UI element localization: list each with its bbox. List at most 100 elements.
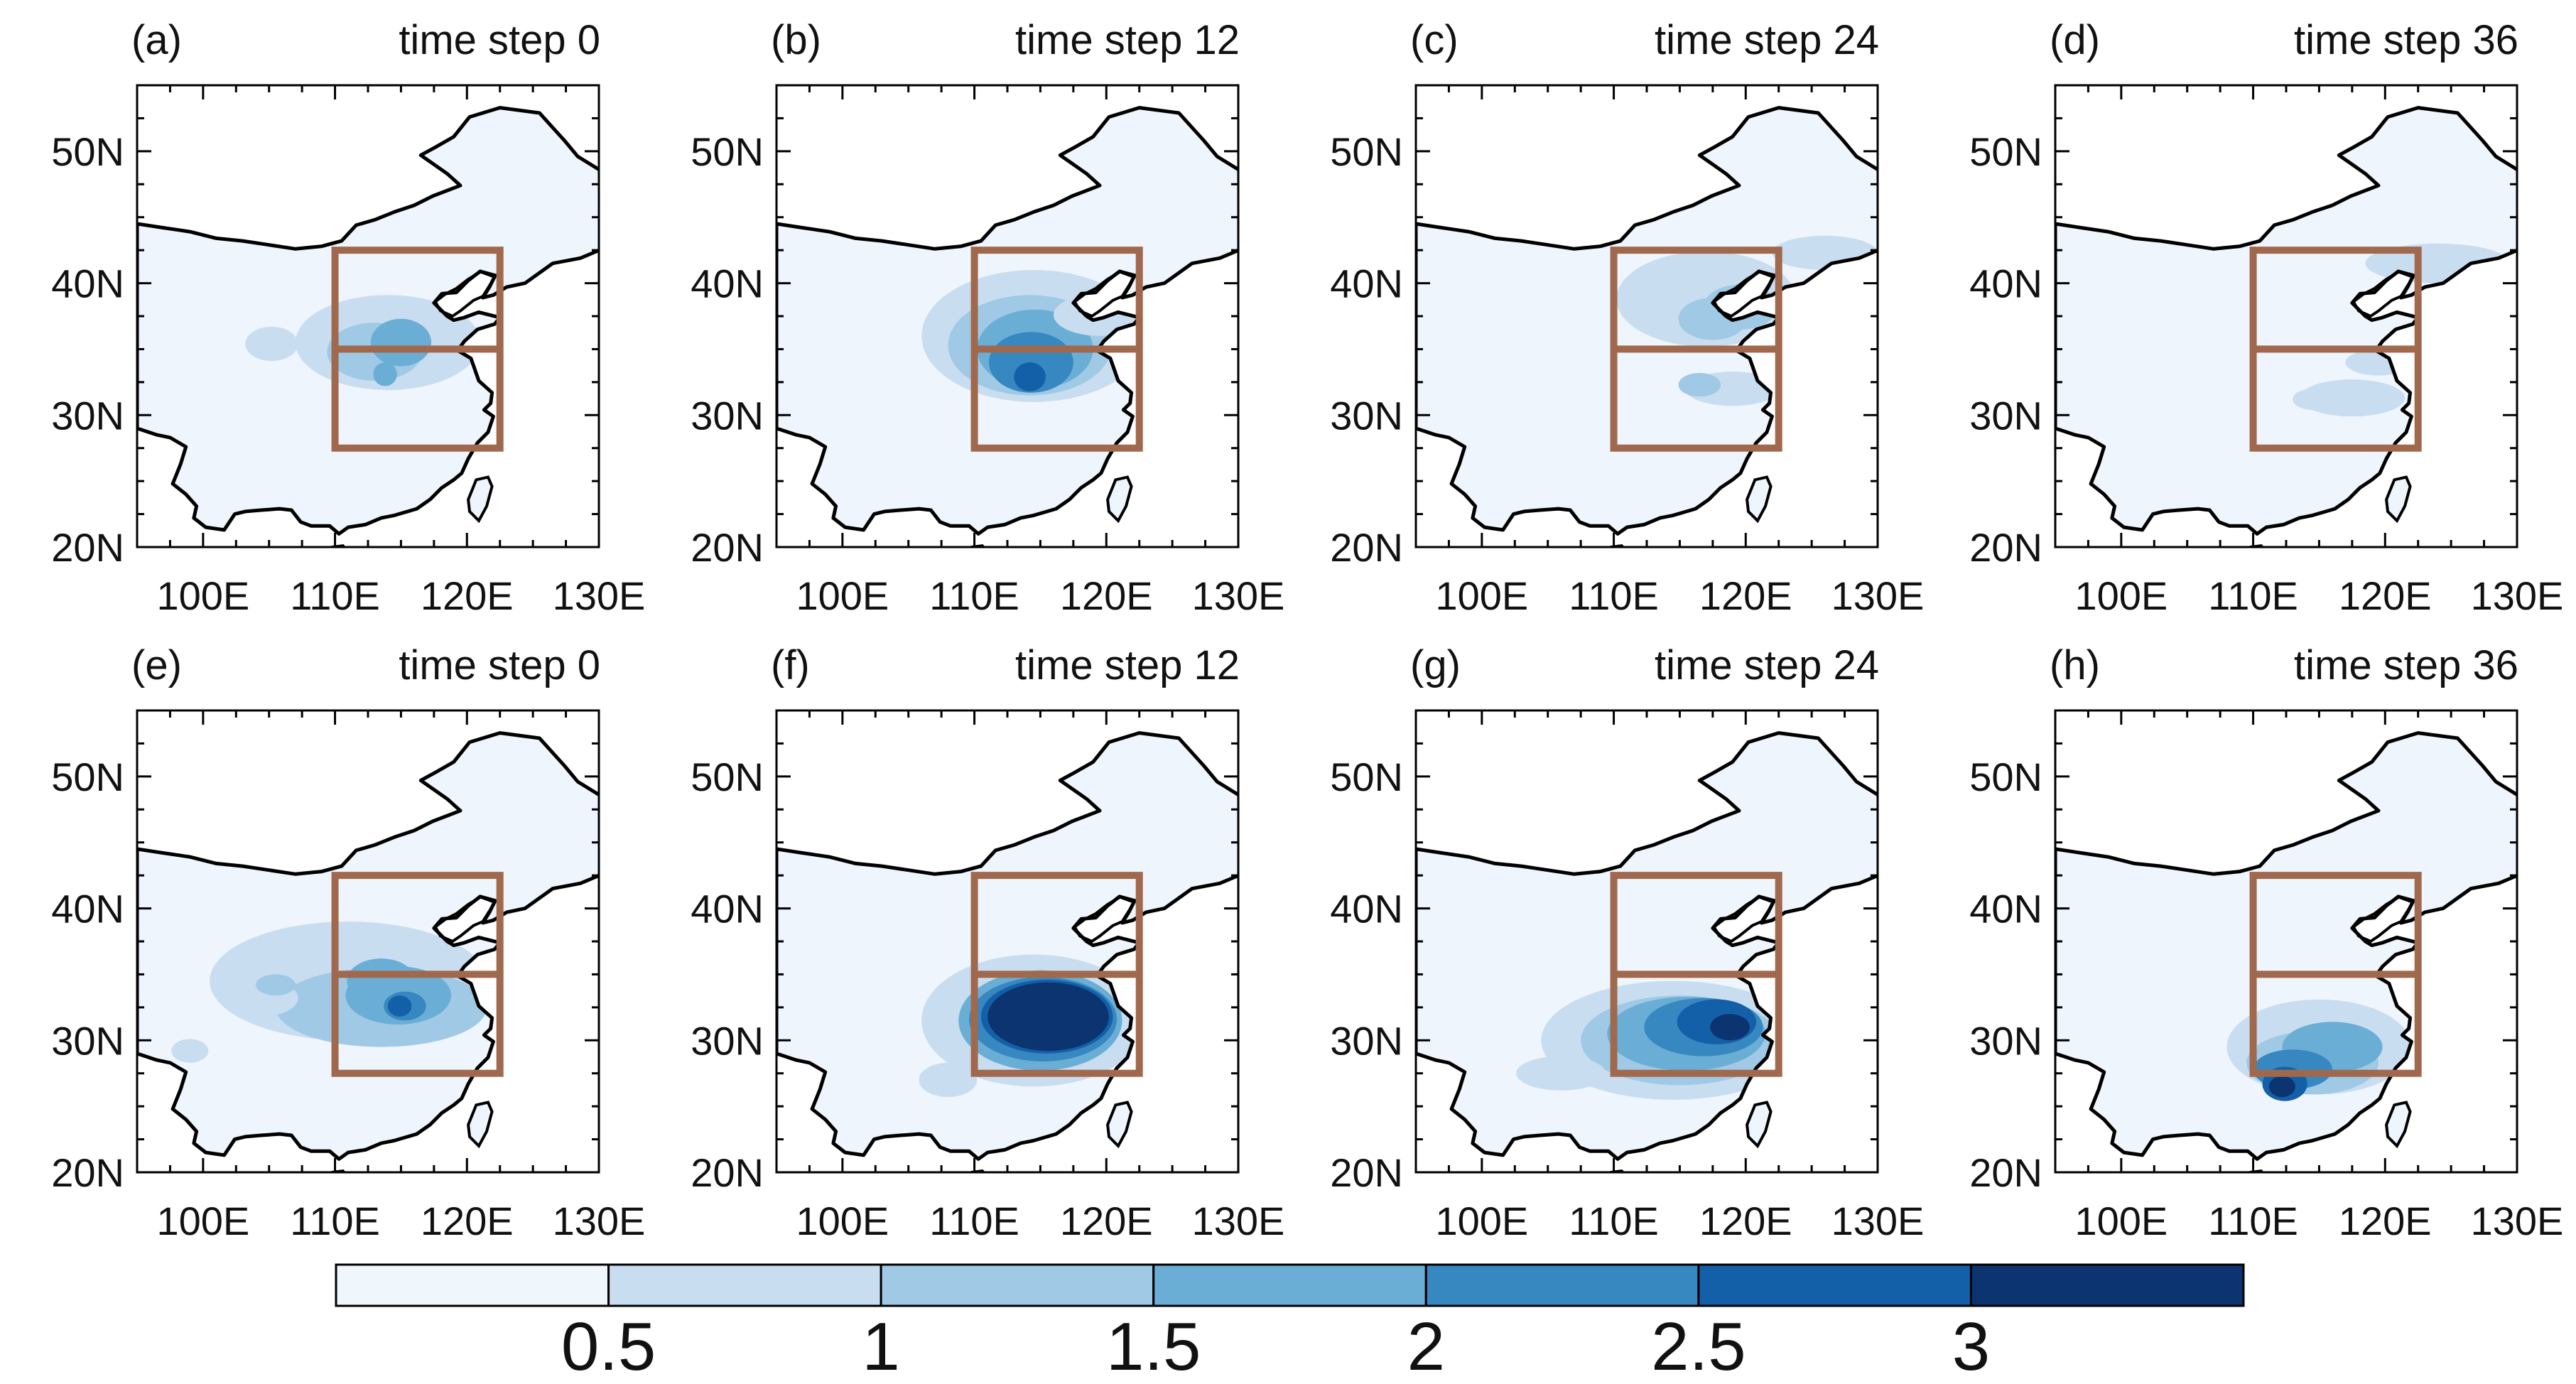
panel-label: (e) <box>131 642 182 688</box>
panel-title: time step 0 <box>399 17 600 63</box>
lon-tick-label: 130E <box>553 1199 646 1243</box>
map-panel: 50N 40N 30N 20N 100E 110E 120E 130E (b) time step… <box>691 17 1285 618</box>
lat-tick-label: 30N <box>1330 1018 1403 1063</box>
lat-tick-label: 50N <box>1969 755 2042 799</box>
colorbar-segment <box>1697 1263 1972 1307</box>
lon-tick-label: 120E <box>1060 1199 1153 1243</box>
lon-tick-label: 100E <box>1435 573 1528 618</box>
precip-contour <box>2299 379 2405 417</box>
lat-tick-label: 50N <box>1969 129 2042 174</box>
coastline <box>1416 731 1878 1161</box>
lon-tick-label: 120E <box>1699 1199 1792 1243</box>
lat-tick-label: 50N <box>691 755 764 799</box>
panel-label: (g) <box>1410 642 1461 688</box>
panel-title: time step 36 <box>2294 17 2518 63</box>
coastline <box>2055 731 2517 1161</box>
panel-label: (d) <box>2050 17 2100 63</box>
lon-tick-label: 100E <box>796 573 889 618</box>
panel-title: time step 12 <box>1015 17 1240 63</box>
taiwan-outline <box>1746 1101 1773 1149</box>
colorbar-segment <box>1969 1263 2245 1307</box>
precip-contour <box>1772 235 1878 270</box>
land-area <box>776 732 1238 1159</box>
lon-tick-label: 120E <box>2339 1199 2432 1243</box>
coastline <box>2055 106 2517 536</box>
map-panel: 50N 40N 30N 20N 100E 110E 120E 130E (d) time step… <box>1969 17 2564 618</box>
precip-contour <box>245 326 298 362</box>
colorbar: 0.5 1 1.5 2 2.5 3 <box>335 1263 2245 1384</box>
precip-contour <box>373 362 397 386</box>
lon-tick-label: 100E <box>156 573 249 618</box>
coastline <box>137 731 599 1161</box>
lat-tick-label: 30N <box>51 1018 124 1063</box>
lat-tick-label: 50N <box>51 755 124 799</box>
panel-label: (h) <box>2050 642 2100 688</box>
panel-title: time step 24 <box>1655 642 1879 688</box>
lat-tick-label: 20N <box>691 1150 764 1195</box>
panel-title: time step 36 <box>2294 642 2518 688</box>
taiwan-outline <box>467 475 494 524</box>
taiwan-outline <box>1106 475 1133 524</box>
lat-tick-label: 30N <box>1969 393 2042 438</box>
panel-title: time step 0 <box>399 642 600 688</box>
lat-tick-label: 40N <box>691 887 764 931</box>
lon-tick-label: 100E <box>1435 1199 1528 1243</box>
colorbar-label: 1 <box>862 1309 899 1384</box>
map-panel: 50N 40N 30N 20N 100E 110E 120E 130E (g) time step… <box>1330 642 1924 1243</box>
precip-contour <box>2293 389 2332 410</box>
lon-tick-label: 100E <box>2074 1199 2168 1243</box>
panel-title: time step 12 <box>1015 642 1240 688</box>
lon-tick-label: 110E <box>1569 1199 1659 1243</box>
lat-tick-label: 20N <box>691 525 764 570</box>
panels: 50N 40N 30N 20N 100E 110E 120E 130E (a) time step… <box>51 17 2564 1243</box>
lat-tick-label: 50N <box>51 129 124 174</box>
map-panel: 50N 40N 30N 20N 100E 110E 120E 130E (e) time step… <box>51 642 646 1243</box>
colorbar-segment <box>607 1263 882 1307</box>
colorbar-segment <box>335 1263 610 1307</box>
lon-tick-label: 120E <box>2339 573 2432 618</box>
map-panel: 50N 40N 30N 20N 100E 110E 120E 130E (c) time step… <box>1330 17 1925 618</box>
lon-tick-label: 130E <box>2471 1199 2564 1243</box>
lat-tick-label: 20N <box>1969 525 2042 570</box>
colorbar-segment <box>1152 1263 1427 1307</box>
lon-tick-label: 120E <box>1699 573 1792 618</box>
lon-tick-label: 120E <box>1060 573 1153 618</box>
precip-contour <box>256 974 296 996</box>
map-panel: 50N 40N 30N 20N 100E 110E 120E 130E (a) time step… <box>51 17 645 618</box>
lat-tick-label: 30N <box>1969 1018 2042 1063</box>
colorbar-label: 1.5 <box>1106 1309 1201 1384</box>
lon-tick-label: 120E <box>421 1199 514 1243</box>
colorbar-segment <box>1424 1263 1700 1307</box>
lat-tick-label: 40N <box>1969 887 2042 931</box>
precip-contour <box>1710 1014 1750 1041</box>
precip-contour <box>2268 1076 2295 1098</box>
lat-tick-label: 40N <box>691 261 764 306</box>
colorbar-segment <box>880 1263 1155 1307</box>
precip-contour <box>387 995 412 1017</box>
lat-tick-label: 50N <box>1330 755 1403 799</box>
lat-tick-label: 30N <box>51 393 124 438</box>
precip-contour <box>1014 362 1046 391</box>
lat-tick-label: 50N <box>1330 129 1403 174</box>
panel-label: (b) <box>771 17 821 63</box>
lat-tick-label: 30N <box>1330 393 1403 438</box>
lon-tick-label: 130E <box>1192 573 1285 618</box>
taiwan-outline <box>2385 475 2412 524</box>
lon-tick-label: 100E <box>796 1199 889 1243</box>
hainan-outline <box>1606 544 1625 547</box>
lat-tick-label: 20N <box>1330 1150 1403 1195</box>
lon-tick-label: 130E <box>2471 573 2564 618</box>
lon-tick-label: 110E <box>2208 573 2298 618</box>
lon-tick-label: 110E <box>1569 573 1659 618</box>
lat-tick-label: 40N <box>1969 261 2042 306</box>
land-area <box>2055 732 2517 1159</box>
hainan-outline <box>327 1169 346 1172</box>
lon-tick-label: 110E <box>929 1199 1019 1243</box>
land-area <box>2055 107 2517 534</box>
region-box <box>970 247 1143 452</box>
colorbar-label: 2.5 <box>1651 1309 1746 1384</box>
lon-tick-label: 130E <box>1831 573 1925 618</box>
precip-contour <box>1678 372 1721 397</box>
lon-tick-label: 130E <box>1192 1199 1285 1243</box>
